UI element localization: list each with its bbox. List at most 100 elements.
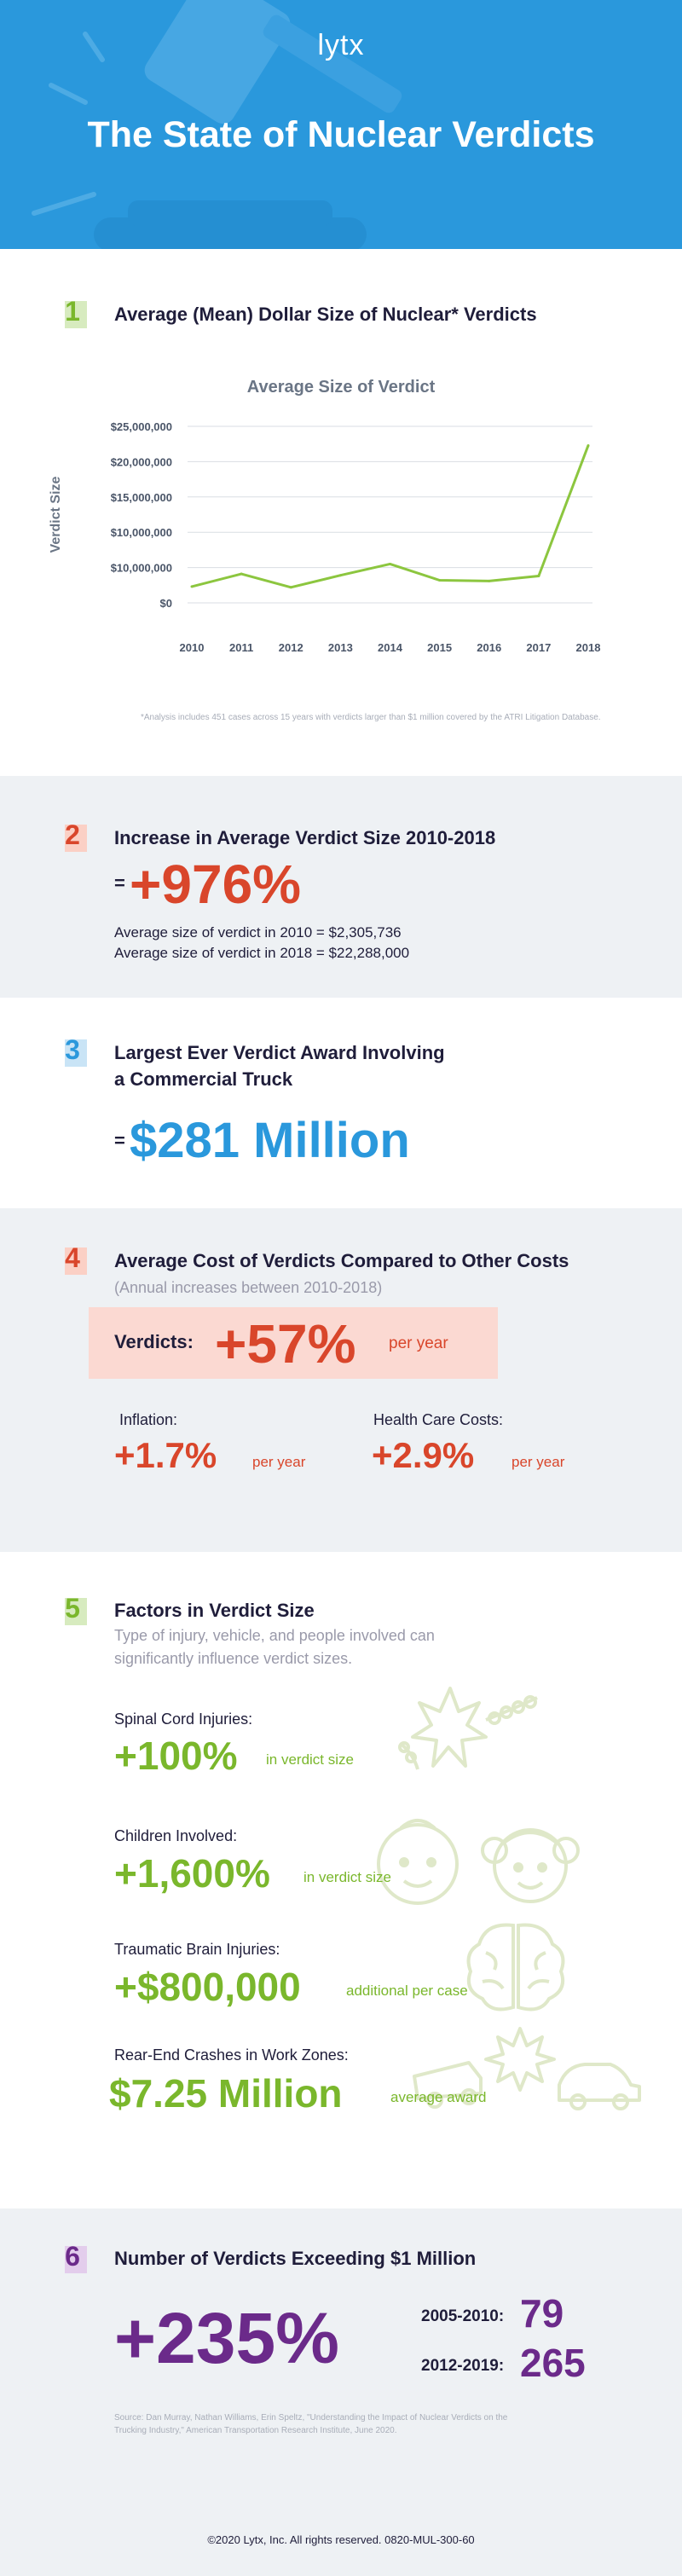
data-point: [537, 575, 540, 578]
y-tick-label: $10,000,000: [111, 562, 172, 575]
section-title: Factors in Verdict Size: [114, 1600, 315, 1621]
x-tick-label: 2014: [378, 641, 403, 654]
factor-value-spinal: +100%: [114, 1734, 238, 1778]
chart-footnote: *Analysis includes 451 cases across 15 y…: [141, 713, 601, 722]
section-number: 2: [65, 819, 80, 850]
data-point: [190, 585, 194, 588]
health-care-label: Health Care Costs:: [373, 1411, 504, 1428]
verdict-2018-line: Average size of verdict in 2018 = $22,28…: [114, 945, 410, 961]
factor-value-brain: +$800,000: [114, 1965, 301, 2009]
section-number-badge: 3: [61, 1034, 87, 1067]
y-tick-label: $25,000,000: [111, 420, 172, 433]
section-title: Number of Verdicts Exceeding $1 Million: [114, 2248, 477, 2269]
section-number-badge: 5: [61, 1593, 87, 1625]
health-care-unit: per year: [512, 1454, 565, 1470]
section-number: 6: [65, 2241, 80, 2272]
period-2005-2010-value: 79: [520, 2291, 564, 2336]
section-number-badge: 2: [61, 819, 87, 852]
factor-label-crash: Rear-End Crashes in Work Zones:: [114, 2046, 349, 2064]
data-point: [389, 562, 391, 565]
data-point: [587, 443, 590, 447]
health-care-value: +2.9%: [372, 1435, 475, 1475]
section-number: 5: [65, 1593, 80, 1624]
data-point: [240, 572, 243, 576]
verdicts-unit: per year: [389, 1334, 448, 1352]
section-title: Average Cost of Verdicts Compared to Oth…: [114, 1250, 569, 1271]
factor-value-crash: $7.25 Million: [109, 2071, 343, 2116]
factor-unit-brain: additional per case: [346, 1983, 468, 1999]
section-title: Average (Mean) Dollar Size of Nuclear* V…: [114, 304, 537, 325]
verdicts-label: Verdicts:: [114, 1331, 194, 1352]
section-number-badge: 4: [61, 1242, 87, 1275]
data-point: [289, 586, 292, 589]
x-tick-label: 2016: [477, 641, 501, 654]
section-increase: 2 Increase in Average Verdict Size 2010-…: [0, 776, 682, 998]
x-tick-label: 2015: [427, 641, 452, 654]
source-citation: Source: Dan Murray, Nathan Williams, Eri…: [114, 2413, 508, 2435]
header-banner: lytx The State of Nuclear Verdicts: [0, 0, 682, 249]
gavel-illustration: [0, 0, 682, 249]
equals-sign: =: [114, 1130, 125, 1151]
largest-verdict-value: $281 Million: [130, 1113, 410, 1168]
verdict-line-chart: $0 $10,000,000 $10,000,000 $15,000,000 $20,0…: [49, 420, 601, 654]
data-point: [338, 574, 342, 577]
x-tick-label: 2010: [180, 641, 205, 654]
section-number-badge: 1: [61, 296, 87, 328]
data-point: [488, 579, 491, 582]
section-number-badge: 6: [61, 2241, 87, 2273]
y-tick-label: $10,000,000: [111, 526, 172, 539]
exceeding-increase-value: +235%: [114, 2298, 339, 2378]
factor-label-spinal: Spinal Cord Injuries:: [114, 1711, 253, 1728]
section-largest-verdict: 3 Largest Ever Verdict Award Involving a…: [0, 998, 682, 1208]
chart-title: Average Size of Verdict: [246, 378, 436, 397]
series-line: [191, 444, 590, 589]
y-tick-label: $0: [160, 597, 172, 610]
period-2012-2019-value: 265: [520, 2341, 586, 2385]
increase-value: +976%: [130, 854, 302, 915]
factor-label-brain: Traumatic Brain Injuries:: [114, 1941, 280, 1958]
spine-icon: [398, 1687, 538, 1770]
section-number: 1: [65, 296, 80, 327]
equals-sign: =: [114, 872, 125, 894]
section-average-verdict: 1 Average (Mean) Dollar Size of Nuclear*…: [0, 249, 682, 776]
section-cost-comparison: 4 Average Cost of Verdicts Compared to O…: [0, 1208, 682, 1552]
verdicts-highlight-box: Verdicts: +57% per year: [89, 1307, 498, 1379]
y-tick-label: $20,000,000: [111, 455, 172, 468]
period-2005-2010-label: 2005-2010:: [421, 2307, 505, 2325]
y-tick-label: $15,000,000: [111, 491, 172, 504]
children-icon: [377, 1819, 580, 1905]
x-tick-label: 2013: [328, 641, 353, 654]
page-title: The State of Nuclear Verdicts: [87, 114, 595, 155]
section-title-line1: Largest Ever Verdict Award Involving: [114, 1042, 445, 1063]
factor-unit-crash: average award: [390, 2089, 487, 2105]
section-title-line2: a Commercial Truck: [114, 1068, 293, 1090]
copyright-notice: ©2020 Lytx, Inc. All rights reserved. 08…: [207, 2533, 475, 2546]
inflation-label: Inflation:: [119, 1411, 178, 1428]
x-tick-label: 2012: [279, 641, 303, 654]
factor-value-children: +1,600%: [114, 1851, 270, 1896]
verdict-2010-line: Average size of verdict in 2010 = $2,305…: [114, 924, 402, 941]
section-title: Increase in Average Verdict Size 2010-20…: [114, 827, 496, 848]
y-axis-label: Verdict Size: [49, 476, 63, 553]
section-subtitle: (Annual increases between 2010-2018): [114, 1279, 383, 1296]
x-tick-label: 2011: [229, 641, 253, 654]
factor-unit-children: in verdict size: [303, 1869, 391, 1885]
section-subtitle-line2: significantly influence verdict sizes.: [114, 1650, 353, 1667]
factor-unit-spinal: in verdict size: [266, 1751, 354, 1768]
section-number: 4: [65, 1242, 80, 1273]
period-2012-2019-label: 2012-2019:: [421, 2357, 505, 2375]
lytx-logo: lytx: [317, 29, 365, 61]
factor-label-children: Children Involved:: [114, 1827, 238, 1844]
section-subtitle-line1: Type of injury, vehicle, and people invo…: [114, 1627, 435, 1644]
verdicts-value: +57%: [215, 1313, 356, 1375]
section-verdicts-exceeding: 6 Number of Verdicts Exceeding $1 Millio…: [0, 2208, 682, 2576]
inflation-value: +1.7%: [114, 1435, 217, 1475]
brain-icon: [466, 1923, 565, 2012]
x-tick-label: 2018: [576, 641, 601, 654]
section-number: 3: [65, 1034, 80, 1065]
x-tick-label: 2017: [526, 641, 551, 654]
data-point: [438, 579, 442, 582]
section-factors: 5 Factors in Verdict Size Type of injury…: [0, 1552, 682, 2208]
inflation-unit: per year: [252, 1454, 306, 1470]
crash-icon: [413, 2027, 641, 2110]
